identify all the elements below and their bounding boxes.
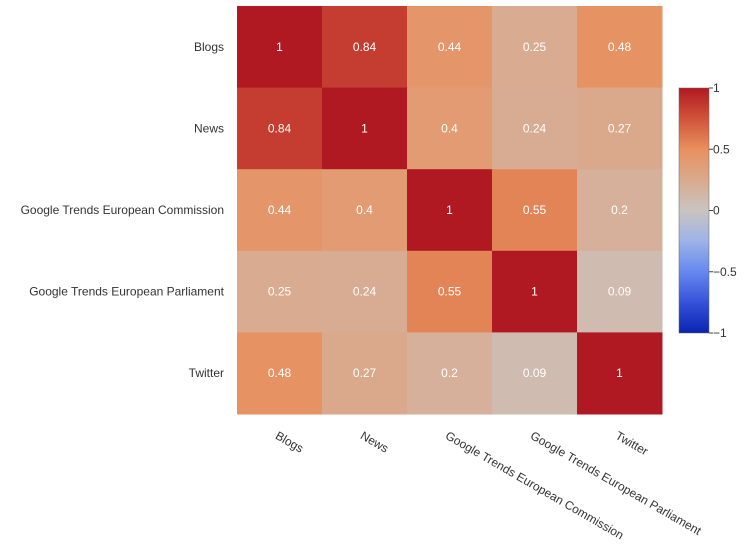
cell-value-label: 0.4: [356, 203, 373, 217]
heatmap-cell: [407, 6, 493, 89]
cell-value-label: 0.24: [353, 285, 377, 299]
heatmap-cell: [492, 6, 578, 89]
heatmap-cell: [407, 169, 493, 252]
cell-value-label: 0.44: [438, 40, 462, 54]
row-label: News: [194, 121, 224, 135]
heatmap-cell: [407, 250, 493, 333]
cell-value-label: 0.2: [611, 203, 628, 217]
column-label: Google Trends European Parliament: [528, 428, 704, 538]
cell-value-label: 0.48: [608, 40, 632, 54]
colorbar-tick-label: 1: [713, 81, 720, 95]
heatmap-cell: [322, 87, 408, 170]
cell-value-label: 0.84: [353, 40, 377, 54]
cell-value-label: 0.44: [268, 203, 292, 217]
heatmap-cell: [492, 332, 578, 415]
colorbar-tick-label: −0.5: [713, 265, 737, 279]
colorbar-gradient: [678, 87, 710, 334]
row-label: Twitter: [189, 366, 224, 380]
column-labels: Blogs News Google Trends European Commissi…: [273, 428, 704, 542]
row-label: Google Trends European Commission: [21, 203, 224, 217]
colorbar-tick-label: 0: [713, 204, 720, 218]
heatmap-cell: [237, 169, 323, 252]
cell-value-label: 0.2: [441, 366, 458, 380]
cell-value-label: 0.09: [523, 366, 547, 380]
cell-value-label: 1: [361, 121, 368, 135]
cell-value-label: 1: [531, 285, 538, 299]
heatmap-cell: [237, 87, 323, 170]
cell-value-label: 0.55: [438, 285, 462, 299]
cell-value-label: 0.27: [353, 366, 377, 380]
colorbar: 1 0.5 0 −0.5 −1: [678, 81, 737, 340]
heatmap-cell: [577, 169, 663, 252]
cell-value-label: 1: [446, 203, 453, 217]
heatmap-cell: [577, 250, 663, 333]
heatmap-cell: [237, 250, 323, 333]
heatmap-cell: [577, 332, 663, 415]
column-label: News: [358, 428, 391, 455]
cell-value-label: 0.09: [608, 285, 632, 299]
heatmap-cells: [237, 6, 663, 415]
heatmap-cell: [492, 87, 578, 170]
heatmap-cell: [577, 87, 663, 170]
heatmap-cell: [322, 169, 408, 252]
heatmap-cell-labels: 1 0.84 0.44 0.25 0.48 0.84 1 0.4 0.24 0.27 0.44 0.4…: [268, 40, 632, 380]
heatmap-cell: [492, 250, 578, 333]
colorbar-ticks: 1 0.5 0 −0.5 −1: [709, 81, 737, 340]
row-label: Blogs: [194, 40, 224, 54]
cell-value-label: 0.48: [268, 366, 292, 380]
heatmap-cell: [407, 332, 493, 415]
row-labels: Blogs News Google Trends European Commissi…: [21, 40, 225, 380]
cell-value-label: 1: [616, 366, 623, 380]
column-label: Blogs: [273, 428, 306, 455]
heatmap-cell: [322, 250, 408, 333]
heatmap-cell: [322, 332, 408, 415]
cell-value-label: 0.25: [523, 40, 547, 54]
column-label: Twitter: [613, 428, 651, 458]
cell-value-label: 0.27: [608, 121, 632, 135]
colorbar-tick-label: −1: [713, 326, 727, 340]
heatmap-cell: [237, 332, 323, 415]
cell-value-label: 0.24: [523, 121, 547, 135]
cell-value-label: 1: [276, 40, 283, 54]
heatmap-cell: [577, 6, 663, 89]
cell-value-label: 0.4: [441, 121, 458, 135]
column-label: Google Trends European Commission: [443, 428, 626, 542]
colorbar-tick-label: 0.5: [713, 142, 730, 156]
cell-value-label: 0.84: [268, 121, 292, 135]
heatmap-cell: [322, 6, 408, 89]
heatmap-cell: [407, 87, 493, 170]
heatmap-cell: [492, 169, 578, 252]
cell-value-label: 0.25: [268, 285, 292, 299]
cell-value-label: 0.55: [523, 203, 547, 217]
heatmap-cell: [237, 6, 323, 89]
row-label: Google Trends European Parliament: [29, 285, 224, 299]
